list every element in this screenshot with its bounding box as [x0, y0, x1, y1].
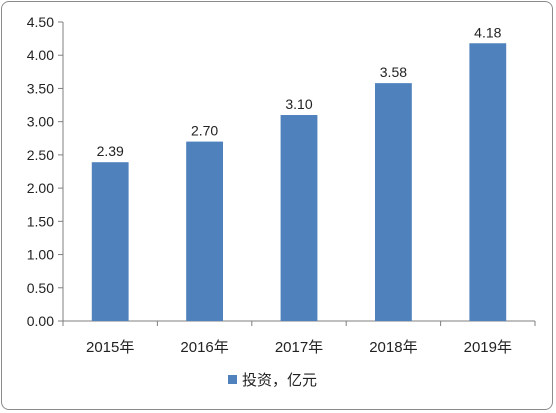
bar: [469, 43, 507, 322]
bar: [186, 141, 224, 321]
bar: [280, 115, 318, 322]
bar: [374, 83, 412, 321]
y-tick-label: 1.00: [27, 247, 54, 263]
x-category-label: 2017年: [275, 339, 323, 356]
x-category-label: 2018年: [369, 339, 417, 356]
x-category-label: 2019年: [464, 339, 512, 356]
y-tick-label: 3.00: [27, 114, 54, 130]
y-tick-label: 0.00: [27, 313, 54, 329]
y-tick-label: 3.50: [27, 80, 54, 96]
bars: [91, 43, 507, 322]
data-label: 2.70: [191, 123, 218, 139]
data-label: 4.18: [474, 24, 501, 40]
data-labels: 2.39 2.70 3.10 3.58 4.18: [97, 24, 502, 159]
y-tick-label: 0.50: [27, 280, 54, 296]
data-label: 3.58: [380, 64, 407, 80]
data-label: 2.39: [97, 143, 124, 159]
x-axis: 2015年 2016年 2017年 2018年 2019年: [62, 320, 536, 356]
y-tick-label: 4.00: [27, 47, 54, 63]
legend-label: 投资，亿元: [242, 372, 317, 389]
legend: 投资，亿元: [228, 372, 317, 389]
y-tick-label: 2.50: [27, 147, 54, 163]
y-tick-label: 4.50: [27, 14, 54, 30]
bar: [91, 162, 129, 321]
y-tick-label: 2.00: [27, 180, 54, 196]
data-label: 3.10: [285, 96, 312, 112]
x-category-label: 2016年: [180, 339, 228, 356]
x-category-label: 2015年: [86, 339, 134, 356]
legend-swatch: [228, 375, 237, 384]
y-axis: 0.00 0.50 1.00 1.50 2.00 2.50 3.00 3.50 4.00 4.50: [27, 14, 64, 329]
y-tick-label: 1.50: [27, 213, 54, 229]
